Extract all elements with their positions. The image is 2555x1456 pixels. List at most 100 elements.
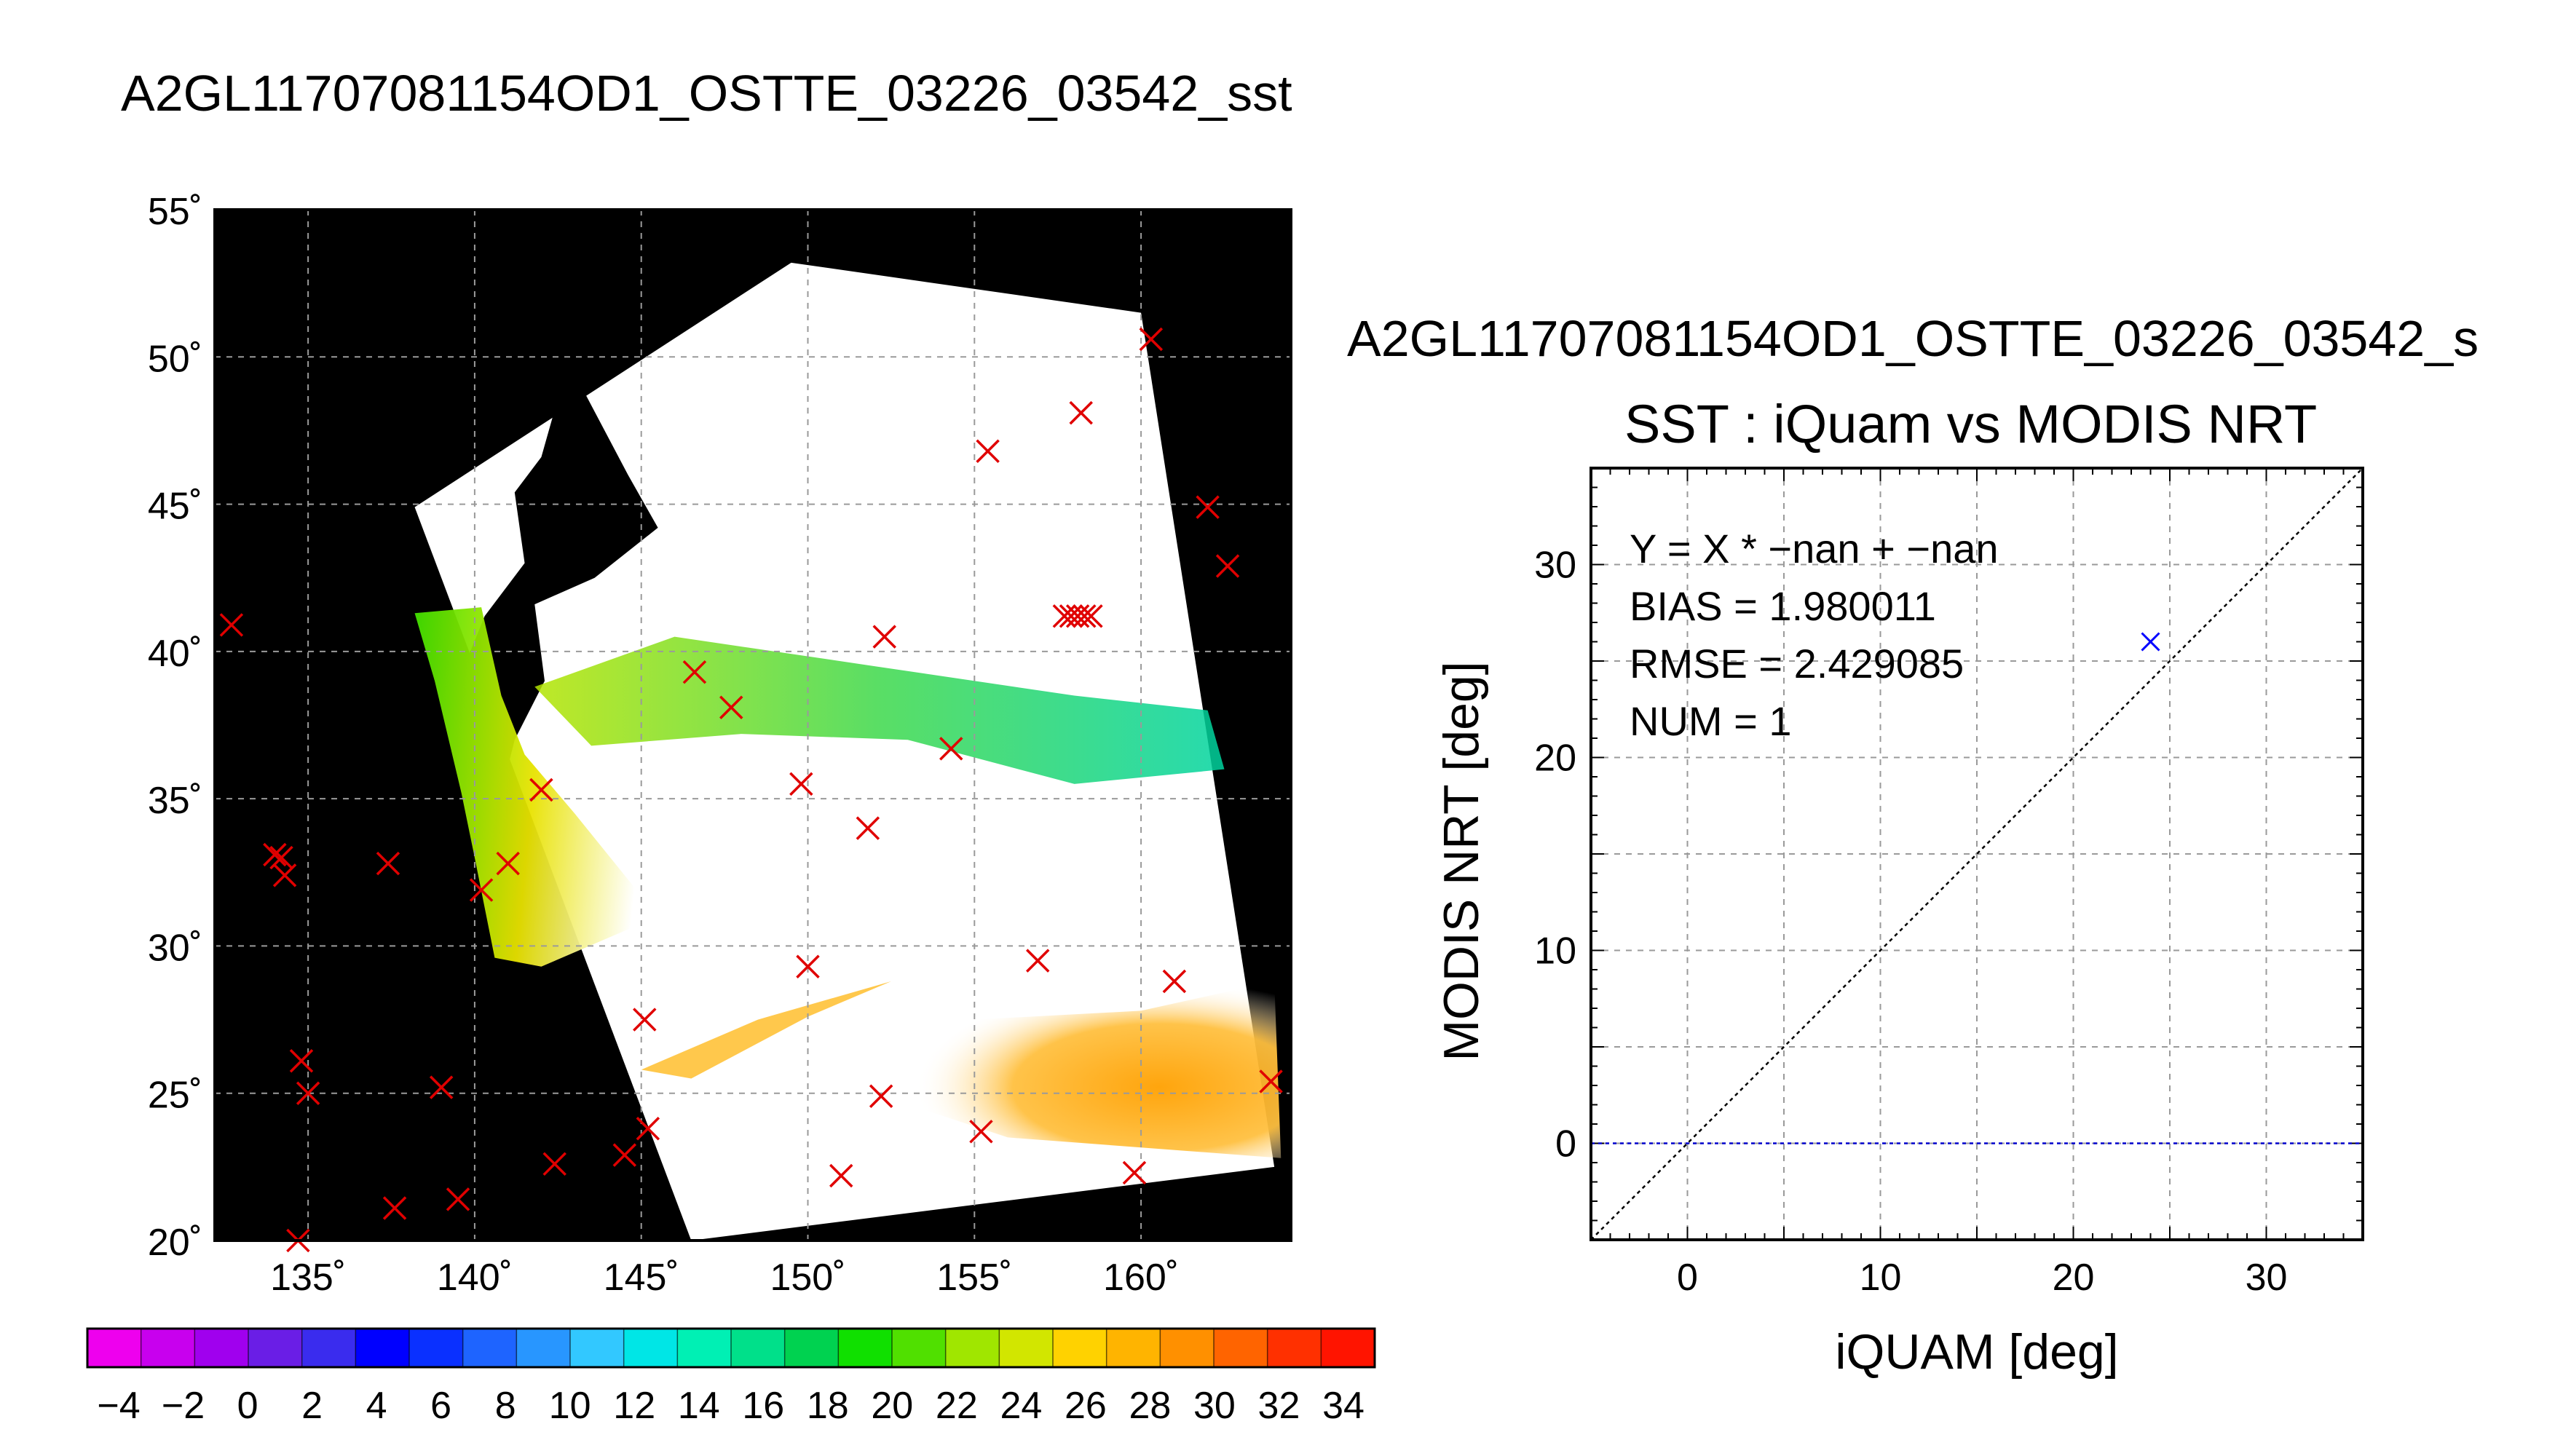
map-point-39 xyxy=(829,1163,853,1188)
map-point-4 xyxy=(1196,495,1220,519)
colorbar-bin-20 xyxy=(1106,1329,1161,1367)
scatter-y-tick-label: 10 xyxy=(1534,930,1576,973)
scatter-x-tick-label: 0 xyxy=(1677,1257,1698,1299)
scatter-stat-line-4: NUM = 1 xyxy=(1630,698,1792,744)
map-point-30 xyxy=(296,1081,320,1105)
scatter-chart-title: SST : iQuam vs MODIS NRT xyxy=(1624,394,2318,454)
map-y-tick-label: 40˚ xyxy=(148,633,202,675)
map-point-14-stroke-b xyxy=(719,695,743,719)
colorbar-tick-label: 28 xyxy=(1129,1385,1171,1427)
map-y-tick-label: 25˚ xyxy=(148,1075,202,1117)
map-point-22 xyxy=(376,851,400,876)
scatter-x-tick-label: 20 xyxy=(2053,1257,2095,1299)
map-y-tick-label: 45˚ xyxy=(148,486,202,528)
map-point-28 xyxy=(633,1008,657,1032)
colorbar: −4 −2 0 2 4 6 8 10 12 14 16 18 20 22 24 26 28 30 32 34 xyxy=(86,1327,1376,1427)
map-point-40-stroke-b xyxy=(446,1187,470,1211)
map-point-4-stroke-b xyxy=(1196,495,1220,519)
map-point-25-stroke-b xyxy=(1025,949,1050,973)
map-point-31-stroke-b xyxy=(429,1075,454,1099)
colorbar-tick-label: 30 xyxy=(1193,1385,1236,1427)
map-point-34-stroke-b xyxy=(636,1117,660,1141)
map-plot: 135˚ 140˚ 145˚ 150˚ 155˚ 160˚ 55˚ 50˚ 45˚ 40˚ 35˚ 3… xyxy=(148,191,1292,1299)
map-point-22-stroke-b xyxy=(376,851,400,876)
colorbar-tick-label: 14 xyxy=(678,1385,720,1427)
map-point-16-stroke-b xyxy=(789,772,813,796)
map-point-31 xyxy=(429,1075,454,1099)
scatter-stat-line-2: BIAS = 1.980011 xyxy=(1630,583,1936,629)
land-mass-1 xyxy=(441,256,658,799)
colorbar-tick-label: 0 xyxy=(237,1385,258,1427)
scatter-stat-line-3: RMSE = 2.429085 xyxy=(1630,641,1964,687)
colorbar-bin-8 xyxy=(462,1329,517,1367)
colorbar-bin-16 xyxy=(892,1329,947,1367)
sst-coastal-field xyxy=(414,607,658,967)
map-point-1 xyxy=(1139,327,1164,352)
map-point-19 xyxy=(263,842,287,867)
map-point-1-stroke-b xyxy=(1139,327,1164,352)
scatter-y-axis-label: MODIS NRT [deg] xyxy=(1434,661,1489,1061)
map-point-25 xyxy=(1025,949,1050,973)
map-point-27-stroke-b xyxy=(1162,969,1187,994)
map-point-18 xyxy=(856,816,880,840)
colorbar-tick-label: 18 xyxy=(807,1385,849,1427)
colorbar-tick-label: 12 xyxy=(613,1385,655,1427)
colorbar-bin-22 xyxy=(1214,1329,1268,1367)
scatter-y-tick-label: 20 xyxy=(1534,737,1576,780)
colorbar-tick-label: 26 xyxy=(1065,1385,1107,1427)
map-point-30-stroke-b xyxy=(296,1081,320,1105)
map-point-6-stroke-b xyxy=(219,613,244,637)
map-point-3 xyxy=(976,439,1000,463)
map-point-29 xyxy=(289,1048,314,1073)
map-point-38-stroke-b xyxy=(1122,1160,1147,1185)
colorbar-tick-label: 20 xyxy=(871,1385,913,1427)
scatter-x-tick-label: 10 xyxy=(1860,1257,1902,1299)
scatter-frame xyxy=(1590,467,2364,1241)
colorbar-bin-6 xyxy=(355,1329,410,1367)
map-point-21 xyxy=(272,863,297,887)
colorbar-bin-18 xyxy=(999,1329,1054,1367)
scatter-x-tick-label: 30 xyxy=(2246,1257,2288,1299)
map-point-28-stroke-b xyxy=(633,1008,657,1032)
map-point-17-stroke-b xyxy=(529,778,553,802)
map-title: A2GL11707081154OD1_OSTTE_03226_03542_sst xyxy=(121,65,1292,122)
map-point-37-stroke-b xyxy=(542,1152,566,1176)
map-point-14 xyxy=(719,695,743,719)
map-x-tick-label: 150˚ xyxy=(770,1257,845,1299)
map-point-11-stroke-b xyxy=(1073,604,1097,628)
colorbar-bin-21 xyxy=(1160,1329,1215,1367)
map-point-13 xyxy=(682,660,707,684)
map-point-12-stroke-b xyxy=(1079,604,1103,628)
scatter-point-1-stroke-b xyxy=(2141,632,2160,652)
map-point-41 xyxy=(382,1196,407,1220)
map-y-tick-label: 20˚ xyxy=(148,1222,202,1264)
map-point-26-stroke-b xyxy=(796,954,820,978)
map-point-37 xyxy=(542,1152,566,1176)
scatter-plot: 0 10 20 30 0 10 20 30 iQUAM [deg] MODIS NRT [deg]… xyxy=(1434,467,2364,1380)
sst-kuroshio-field xyxy=(534,636,1225,784)
map-point-36 xyxy=(612,1143,637,1167)
scatter-y-tick-label: 30 xyxy=(1534,545,1576,587)
map-point-24 xyxy=(469,878,494,902)
map-point-5 xyxy=(1215,554,1240,578)
map-x-tick-label: 155˚ xyxy=(936,1257,1012,1299)
colorbar-bin-11 xyxy=(623,1329,678,1367)
map-point-39-stroke-b xyxy=(829,1163,853,1188)
map-point-21-stroke-b xyxy=(272,863,297,887)
map-point-35-stroke-b xyxy=(969,1120,993,1144)
map-point-16 xyxy=(789,772,813,796)
map-point-17 xyxy=(529,778,553,802)
colorbar-bin-5 xyxy=(301,1329,356,1367)
map-point-23 xyxy=(496,851,520,876)
map-frame xyxy=(213,208,1292,1242)
colorbar-bin-7 xyxy=(409,1329,464,1367)
colorbar-bin-13 xyxy=(731,1329,786,1367)
map-point-13-stroke-b xyxy=(682,660,707,684)
colorbar-bin-19 xyxy=(1053,1329,1107,1367)
map-point-2-stroke-b xyxy=(1069,400,1093,425)
colorbar-tick-label: 16 xyxy=(742,1385,784,1427)
map-y-tick-label: 55˚ xyxy=(148,191,202,233)
scatter-point-1 xyxy=(2141,632,2160,652)
colorbar-tick-label: 10 xyxy=(549,1385,591,1427)
